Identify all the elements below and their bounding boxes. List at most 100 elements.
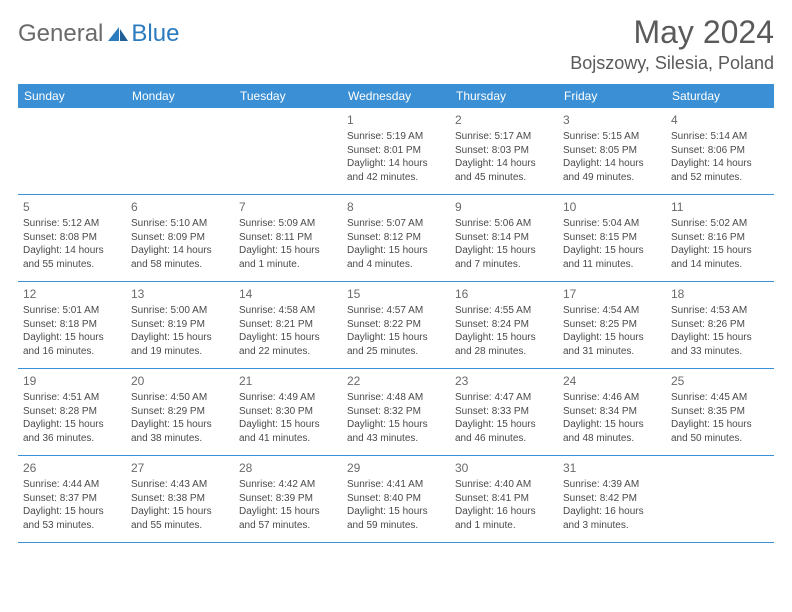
sunrise-text: Sunrise: 4:49 AM [239, 391, 337, 405]
dow-saturday: Saturday [666, 84, 774, 108]
daylight-text: Daylight: 15 hours [23, 418, 121, 432]
logo-sail-icon [107, 25, 129, 43]
daylight-text: and 53 minutes. [23, 519, 121, 533]
week-row: 5Sunrise: 5:12 AMSunset: 8:08 PMDaylight… [18, 195, 774, 282]
day-number: 3 [563, 112, 661, 128]
daylight-text: and 43 minutes. [347, 432, 445, 446]
dow-monday: Monday [126, 84, 234, 108]
day-number: 13 [131, 286, 229, 302]
day-number: 30 [455, 460, 553, 476]
day-cell: 21 Sunrise: 4:49 AMSunset: 8:30 PMDayligh… [234, 369, 342, 455]
day-cell: 6Sunrise: 5:10 AMSunset: 8:09 PMDaylight… [126, 195, 234, 281]
day-number: 10 [563, 199, 661, 215]
daylight-text: and 55 minutes. [23, 258, 121, 272]
daylight-text: Daylight: 15 hours [347, 505, 445, 519]
day-cell: 8Sunrise: 5:07 AMSunset: 8:12 PMDaylight… [342, 195, 450, 281]
day-cell [18, 108, 126, 194]
sunset-text: Sunset: 8:30 PM [239, 405, 337, 419]
daylight-text: and 52 minutes. [671, 171, 769, 185]
daylight-text: and 1 minute. [455, 519, 553, 533]
sunrise-text: Sunrise: 4:39 AM [563, 478, 661, 492]
sunrise-text: Sunrise: 4:44 AM [23, 478, 121, 492]
daylight-text: and 25 minutes. [347, 345, 445, 359]
day-cell: 14Sunrise: 4:58 AMSunset: 8:21 PMDayligh… [234, 282, 342, 368]
sunrise-text: Sunrise: 5:09 AM [239, 217, 337, 231]
day-number: 19 [23, 373, 121, 389]
day-cell [666, 456, 774, 542]
sunset-text: Sunset: 8:16 PM [671, 231, 769, 245]
logo: General Blue [18, 14, 179, 48]
sunset-text: Sunset: 8:14 PM [455, 231, 553, 245]
daylight-text: and 3 minutes. [563, 519, 661, 533]
sunrise-text: Sunrise: 4:45 AM [671, 391, 769, 405]
daylight-text: and 33 minutes. [671, 345, 769, 359]
day-cell: 22Sunrise: 4:48 AMSunset: 8:32 PMDayligh… [342, 369, 450, 455]
daylight-text: Daylight: 15 hours [563, 244, 661, 258]
sunrise-text: Sunrise: 5:00 AM [131, 304, 229, 318]
week-row: 1Sunrise: 5:19 AMSunset: 8:01 PMDaylight… [18, 108, 774, 195]
daylight-text: Daylight: 15 hours [131, 505, 229, 519]
day-cell: 25Sunrise: 4:45 AMSunset: 8:35 PMDayligh… [666, 369, 774, 455]
daylight-text: Daylight: 16 hours [455, 505, 553, 519]
day-cell: 31Sunrise: 4:39 AMSunset: 8:42 PMDayligh… [558, 456, 666, 542]
sunrise-text: Sunrise: 4:48 AM [347, 391, 445, 405]
sunset-text: Sunset: 8:12 PM [347, 231, 445, 245]
daylight-text: Daylight: 14 hours [563, 157, 661, 171]
sunset-text: Sunset: 8:38 PM [131, 492, 229, 506]
day-number: 27 [131, 460, 229, 476]
sunset-text: Sunset: 8:05 PM [563, 144, 661, 158]
day-number: 28 [239, 460, 337, 476]
daylight-text: Daylight: 15 hours [23, 505, 121, 519]
sunrise-text: Sunrise: 4:51 AM [23, 391, 121, 405]
sunset-text: Sunset: 8:29 PM [131, 405, 229, 419]
day-number: 1 [347, 112, 445, 128]
daylight-text: and 55 minutes. [131, 519, 229, 533]
sunrise-text: Sunrise: 5:19 AM [347, 130, 445, 144]
daylight-text: and 50 minutes. [671, 432, 769, 446]
day-number: 21 [239, 373, 337, 389]
day-cell: 12Sunrise: 5:01 AMSunset: 8:18 PMDayligh… [18, 282, 126, 368]
daylight-text: and 42 minutes. [347, 171, 445, 185]
daylight-text: Daylight: 16 hours [563, 505, 661, 519]
day-cell: 1Sunrise: 5:19 AMSunset: 8:01 PMDaylight… [342, 108, 450, 194]
day-number: 18 [671, 286, 769, 302]
daylight-text: and 1 minute. [239, 258, 337, 272]
day-cell: 10Sunrise: 5:04 AMSunset: 8:15 PMDayligh… [558, 195, 666, 281]
daylight-text: Daylight: 15 hours [23, 331, 121, 345]
day-cell: 15Sunrise: 4:57 AMSunset: 8:22 PMDayligh… [342, 282, 450, 368]
sunset-text: Sunset: 8:19 PM [131, 318, 229, 332]
day-cell: 20Sunrise: 4:50 AMSunset: 8:29 PMDayligh… [126, 369, 234, 455]
daylight-text: Daylight: 15 hours [563, 418, 661, 432]
week-row: 19Sunrise: 4:51 AMSunset: 8:28 PMDayligh… [18, 369, 774, 456]
day-cell: 13Sunrise: 5:00 AMSunset: 8:19 PMDayligh… [126, 282, 234, 368]
daylight-text: Daylight: 14 hours [455, 157, 553, 171]
sunrise-text: Sunrise: 4:42 AM [239, 478, 337, 492]
daylight-text: and 36 minutes. [23, 432, 121, 446]
day-cell: 28Sunrise: 4:42 AMSunset: 8:39 PMDayligh… [234, 456, 342, 542]
day-number: 5 [23, 199, 121, 215]
sunrise-text: Sunrise: 4:47 AM [455, 391, 553, 405]
sunset-text: Sunset: 8:22 PM [347, 318, 445, 332]
sunrise-text: Sunrise: 4:53 AM [671, 304, 769, 318]
sunset-text: Sunset: 8:11 PM [239, 231, 337, 245]
daylight-text: Daylight: 15 hours [239, 244, 337, 258]
day-number: 16 [455, 286, 553, 302]
weeks-container: 1Sunrise: 5:19 AMSunset: 8:01 PMDaylight… [18, 108, 774, 543]
sunset-text: Sunset: 8:34 PM [563, 405, 661, 419]
daylight-text: and 22 minutes. [239, 345, 337, 359]
sunrise-text: Sunrise: 4:54 AM [563, 304, 661, 318]
daylight-text: Daylight: 15 hours [239, 418, 337, 432]
title-block: May 2024 Bojszowy, Silesia, Poland [570, 14, 774, 74]
sunset-text: Sunset: 8:40 PM [347, 492, 445, 506]
day-number: 14 [239, 286, 337, 302]
logo-text-general: General [18, 20, 103, 48]
sunrise-text: Sunrise: 5:04 AM [563, 217, 661, 231]
sunrise-text: Sunrise: 5:12 AM [23, 217, 121, 231]
sunrise-text: Sunrise: 5:17 AM [455, 130, 553, 144]
daylight-text: and 7 minutes. [455, 258, 553, 272]
sunrise-text: Sunrise: 4:50 AM [131, 391, 229, 405]
daylight-text: and 45 minutes. [455, 171, 553, 185]
day-cell [126, 108, 234, 194]
day-cell: 19Sunrise: 4:51 AMSunset: 8:28 PMDayligh… [18, 369, 126, 455]
day-cell: 27Sunrise: 4:43 AMSunset: 8:38 PMDayligh… [126, 456, 234, 542]
